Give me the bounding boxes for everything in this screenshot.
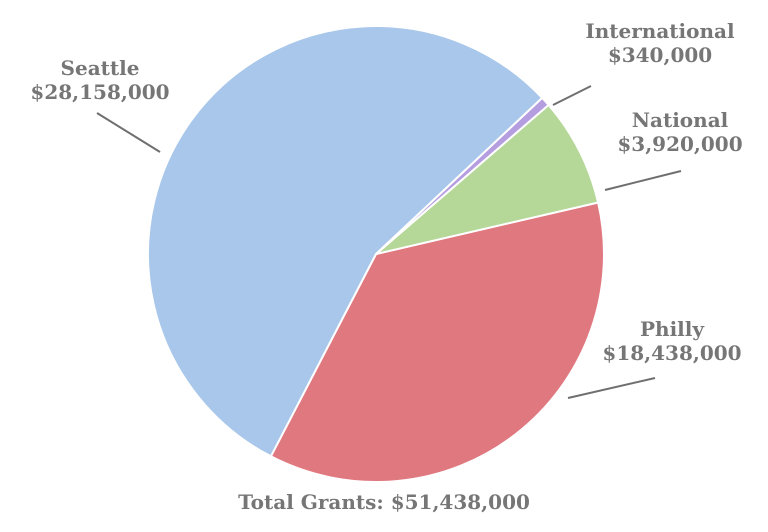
slice-label-philly: Philly <box>640 317 705 341</box>
pie-slice-philly <box>269 201 605 483</box>
pie-slice-seattle <box>146 24 544 458</box>
slice-label-seattle: Seattle <box>61 56 140 80</box>
slice-label-national: National <box>632 108 729 132</box>
chart-caption: Total Grants: $51,438,000 <box>238 490 530 514</box>
leader-line-seattle <box>96 112 161 153</box>
slice-label-international: International <box>585 19 735 43</box>
slice-value-national: $3,920,000 <box>617 132 742 156</box>
leader-line-national <box>604 170 682 191</box>
leader-line-philly <box>567 377 656 399</box>
pie-slice-national <box>375 103 600 255</box>
leader-line-international <box>552 85 592 106</box>
slice-value-international: $340,000 <box>608 43 712 67</box>
slice-value-philly: $18,438,000 <box>602 341 741 365</box>
slice-value-seattle: $28,158,000 <box>30 80 169 104</box>
